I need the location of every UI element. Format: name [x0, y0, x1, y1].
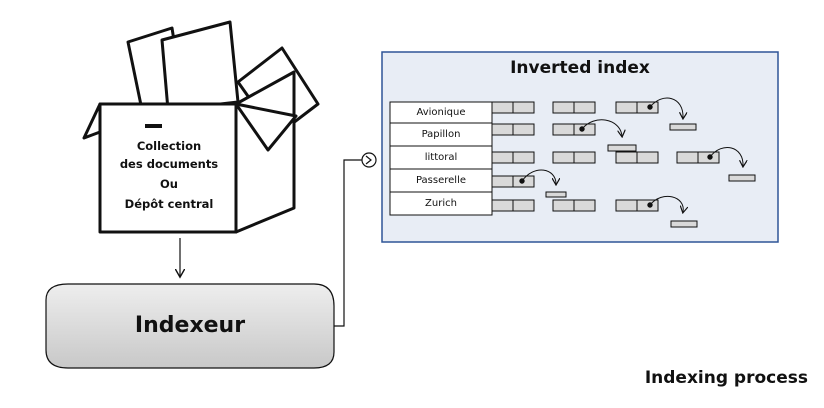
- collection-label-line-1: Collection: [136, 139, 202, 153]
- indexer-shape: [45, 283, 335, 369]
- pointer-arrow: [581, 119, 622, 136]
- collection-label-line-2: des documents: [119, 157, 219, 171]
- posting-cell: [491, 199, 514, 212]
- inverted-index-title: Inverted index: [510, 58, 650, 78]
- posting-cell: [636, 151, 659, 164]
- posting-cell: [512, 151, 535, 164]
- document-collection-box: [82, 20, 320, 234]
- null-cell: [728, 174, 756, 182]
- box-left-flap: [82, 102, 102, 140]
- posting-cell: [512, 199, 535, 212]
- connector-node: [361, 152, 377, 168]
- box-right-side: [234, 70, 296, 234]
- posting-cell: [615, 101, 638, 114]
- collection-label-line-4: Dépôt central: [124, 197, 214, 211]
- pointer-arrow: [649, 195, 683, 212]
- term-littoral: littoral: [424, 152, 458, 163]
- collection-label-line-3: Ou: [160, 177, 178, 191]
- posting-cell: [615, 199, 638, 212]
- null-cell: [670, 220, 698, 228]
- posting-cell: [491, 101, 514, 114]
- null-cell: [607, 144, 637, 152]
- pointer-arrow: [709, 147, 743, 166]
- connector-to-index: [334, 159, 362, 327]
- null-cell: [545, 191, 567, 198]
- term-zurich: Zurich: [425, 198, 457, 209]
- posting-pointers: [519, 97, 756, 228]
- posting-cell: [573, 151, 596, 164]
- posting-cell: [512, 123, 535, 136]
- posting-cell: [512, 101, 535, 114]
- posting-cell: [491, 123, 514, 136]
- posting-cell: [676, 151, 699, 164]
- pointer-arrow: [521, 169, 556, 184]
- posting-cell: [552, 101, 575, 114]
- box-right-flap: [234, 102, 298, 152]
- posting-cell: [552, 123, 575, 136]
- posting-cell: [573, 101, 596, 114]
- connector-arrowhead: [365, 155, 372, 165]
- indexer-label: Indexeur: [134, 313, 246, 338]
- box-front: [98, 102, 238, 234]
- diagram-caption: Indexing process: [644, 368, 808, 388]
- pointer-arrow: [649, 97, 683, 118]
- posting-cell: [615, 151, 638, 164]
- term-passerelle: Passerelle: [415, 175, 467, 186]
- term-avionique: Avionique: [416, 107, 466, 118]
- null-cell: [669, 123, 697, 131]
- posting-cell: [573, 199, 596, 212]
- posting-cell: [552, 151, 575, 164]
- posting-cell: [552, 199, 575, 212]
- posting-cell: [491, 175, 514, 188]
- term-papillon: Papillon: [421, 129, 461, 140]
- posting-cell: [491, 151, 514, 164]
